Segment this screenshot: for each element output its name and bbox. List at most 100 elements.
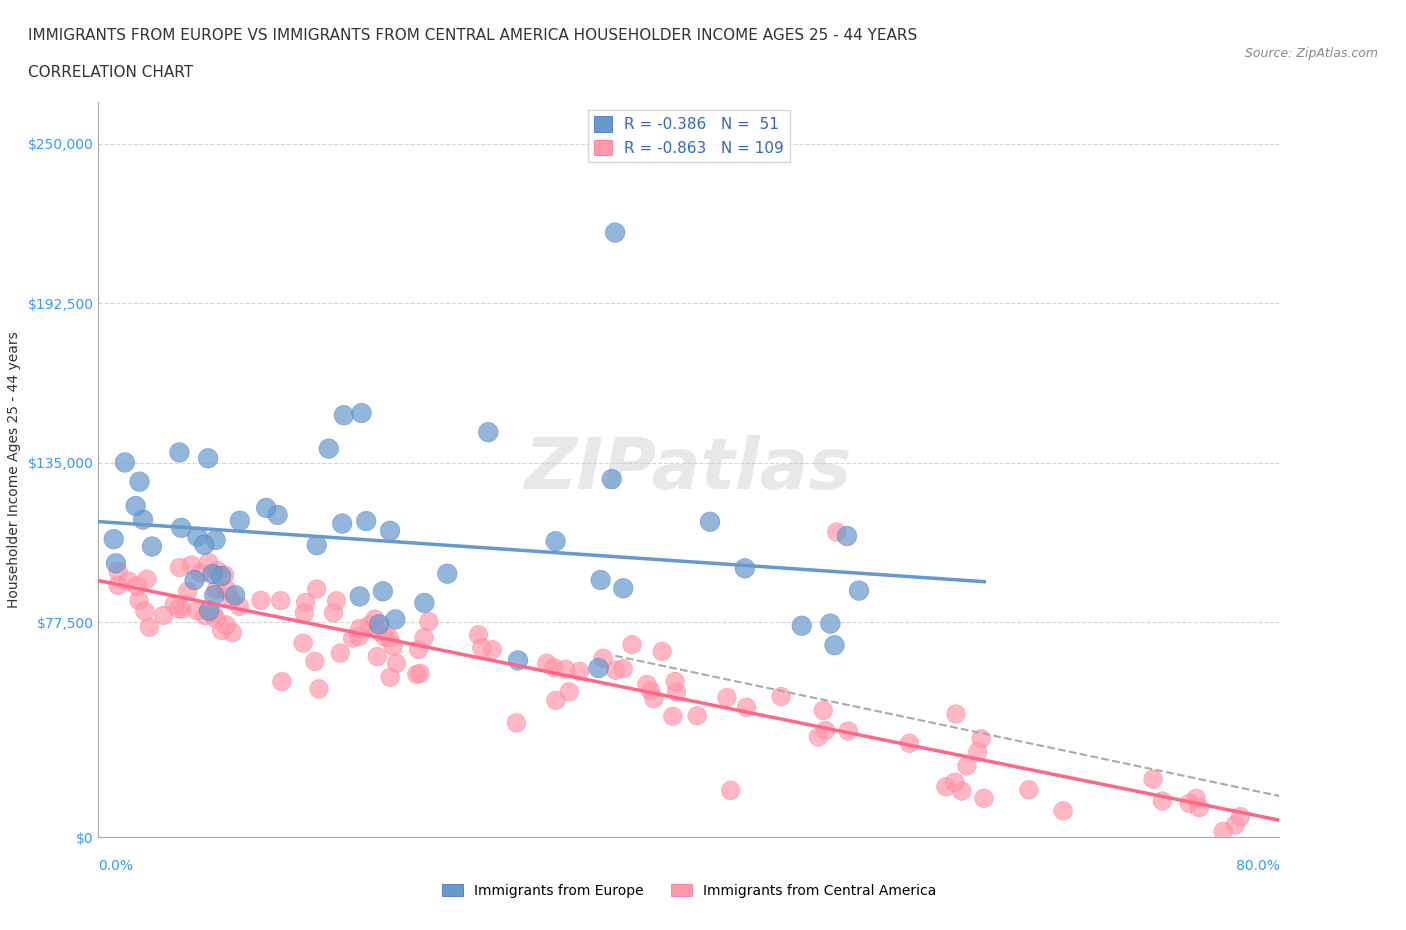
Point — [1178, 796, 1201, 811]
Point — [558, 684, 581, 699]
Point — [198, 604, 221, 618]
Point — [374, 630, 396, 644]
Point — [305, 538, 328, 552]
Point — [686, 709, 709, 724]
Point — [204, 533, 226, 548]
Point — [720, 783, 742, 798]
Point — [1152, 793, 1174, 808]
Point — [125, 578, 148, 593]
Point — [183, 573, 205, 588]
Text: 80.0%: 80.0% — [1236, 858, 1279, 872]
Point — [294, 595, 316, 610]
Text: CORRELATION CHART: CORRELATION CHART — [28, 65, 193, 80]
Point — [305, 581, 328, 596]
Point — [471, 640, 494, 655]
Point — [107, 564, 129, 578]
Point — [408, 642, 430, 657]
Point — [354, 513, 377, 528]
Point — [211, 623, 233, 638]
Point — [814, 723, 837, 737]
Point — [935, 779, 957, 794]
Point — [169, 445, 191, 460]
Point — [735, 700, 758, 715]
Point — [294, 605, 316, 620]
Point — [378, 630, 401, 644]
Point — [214, 567, 236, 582]
Point — [970, 731, 993, 746]
Point — [221, 593, 243, 608]
Point — [1188, 800, 1211, 815]
Point — [202, 588, 225, 603]
Point — [973, 790, 995, 805]
Legend: R = -0.386   N =  51, R = -0.863   N = 109: R = -0.386 N = 51, R = -0.863 N = 109 — [588, 110, 790, 162]
Point — [333, 408, 356, 423]
Point — [605, 663, 627, 678]
Point — [662, 709, 685, 724]
Point — [413, 631, 436, 645]
Text: Source: ZipAtlas.com: Source: ZipAtlas.com — [1244, 46, 1378, 60]
Point — [205, 564, 228, 578]
Point — [325, 593, 347, 608]
Point — [665, 684, 688, 699]
Point — [266, 508, 288, 523]
Point — [835, 528, 858, 543]
Point — [215, 618, 238, 632]
Point — [406, 667, 429, 682]
Point — [385, 656, 408, 671]
Point — [124, 498, 146, 513]
Point — [820, 617, 842, 631]
Point — [956, 759, 979, 774]
Point — [152, 608, 174, 623]
Point — [118, 574, 141, 589]
Point — [418, 614, 440, 629]
Point — [292, 636, 315, 651]
Point — [254, 500, 277, 515]
Point — [966, 745, 988, 760]
Point — [270, 593, 292, 608]
Point — [592, 651, 614, 666]
Point — [378, 670, 401, 684]
Point — [384, 612, 406, 627]
Point — [167, 601, 190, 616]
Point — [544, 693, 567, 708]
Point — [205, 582, 228, 597]
Point — [811, 703, 834, 718]
Point — [193, 538, 215, 552]
Point — [612, 661, 634, 676]
Point — [848, 583, 870, 598]
Point — [699, 514, 721, 529]
Point — [229, 513, 252, 528]
Point — [224, 588, 246, 603]
Point — [177, 584, 200, 599]
Point — [643, 691, 665, 706]
Point — [228, 599, 250, 614]
Point — [554, 662, 576, 677]
Point — [1018, 782, 1040, 797]
Point — [364, 612, 387, 627]
Point — [1142, 772, 1164, 787]
Point — [382, 639, 405, 654]
Point — [605, 225, 627, 240]
Point — [186, 604, 208, 618]
Point — [651, 644, 673, 659]
Point — [141, 539, 163, 554]
Point — [128, 593, 150, 608]
Point — [134, 604, 156, 618]
Point — [568, 664, 591, 679]
Point — [366, 649, 388, 664]
Point — [413, 595, 436, 610]
Text: 0.0%: 0.0% — [98, 858, 134, 872]
Point — [436, 566, 458, 581]
Point — [194, 608, 217, 623]
Point — [180, 558, 202, 573]
Point — [950, 784, 973, 799]
Point — [1225, 817, 1247, 832]
Point — [600, 472, 623, 486]
Point — [588, 660, 610, 675]
Point — [169, 560, 191, 575]
Point — [209, 568, 232, 583]
Y-axis label: Householder Income Ages 25 - 44 years: Householder Income Ages 25 - 44 years — [7, 331, 21, 608]
Point — [197, 451, 219, 466]
Point — [1229, 809, 1251, 824]
Point — [347, 629, 370, 644]
